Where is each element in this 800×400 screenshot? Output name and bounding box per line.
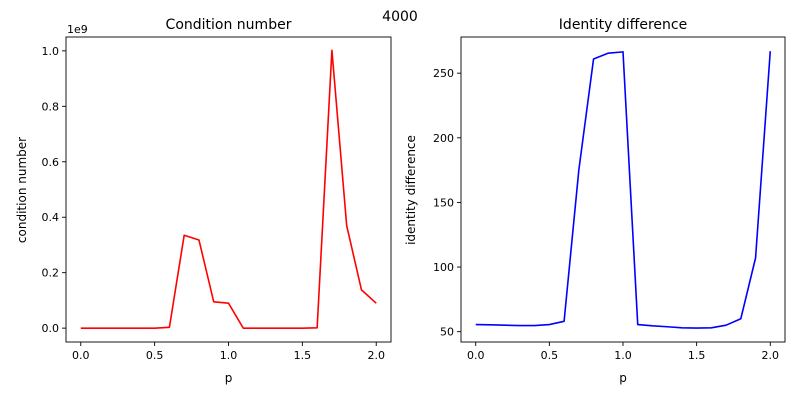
condition-number-xtick-label: 2.0 <box>367 349 385 362</box>
identity-difference-ytick-label: 100 <box>433 261 454 274</box>
condition-number-axes-frame <box>65 36 392 343</box>
identity-difference-title: Identity difference <box>559 17 687 33</box>
condition-number-xlabel: p <box>225 371 233 385</box>
condition-number-ytick-label: 0.0 <box>42 322 60 335</box>
condition-number-title: Condition number <box>166 17 292 33</box>
identity-difference-xtick-label: 2.0 <box>762 349 780 362</box>
identity-difference-ytick-label: 250 <box>433 67 454 80</box>
identity-difference-ytick-label: 200 <box>433 132 454 145</box>
figure-suptitle: 4000 <box>382 9 418 25</box>
condition-number-offset-text: 1e9 <box>67 23 88 36</box>
identity-difference-series-line <box>475 51 772 329</box>
condition-number-xtick-label: 0.5 <box>146 349 164 362</box>
condition-number-panel: Condition number p condition number 1e9 … <box>15 17 392 385</box>
condition-number-ytick-label: 0.8 <box>42 100 60 113</box>
condition-number-ytick-label: 0.4 <box>42 211 60 224</box>
condition-number-xtick-label: 1.5 <box>294 349 312 362</box>
identity-difference-xlabel: p <box>619 371 627 385</box>
identity-difference-ylabel: identity difference <box>404 135 418 245</box>
condition-number-xtick-label: 1.0 <box>220 349 238 362</box>
identity-difference-axes-frame <box>460 36 786 343</box>
condition-number-ytick-label: 1.0 <box>42 45 60 58</box>
identity-difference-ytick-label: 150 <box>433 196 454 209</box>
identity-difference-ytick-label: 50 <box>440 326 454 339</box>
condition-number-ylabel: condition number <box>15 137 29 243</box>
condition-number-series-line <box>80 49 377 329</box>
identity-difference-xtick-label: 1.5 <box>688 349 706 362</box>
identity-difference-panel: Identity difference p identity differenc… <box>404 17 786 385</box>
condition-number-xtick-label: 0.0 <box>72 349 90 362</box>
identity-difference-xtick-label: 0.0 <box>467 349 485 362</box>
condition-number-ytick-label: 0.6 <box>42 156 60 169</box>
condition-number-ytick-label: 0.2 <box>42 267 60 280</box>
identity-difference-xtick-label: 1.0 <box>614 349 632 362</box>
identity-difference-xtick-label: 0.5 <box>541 349 559 362</box>
